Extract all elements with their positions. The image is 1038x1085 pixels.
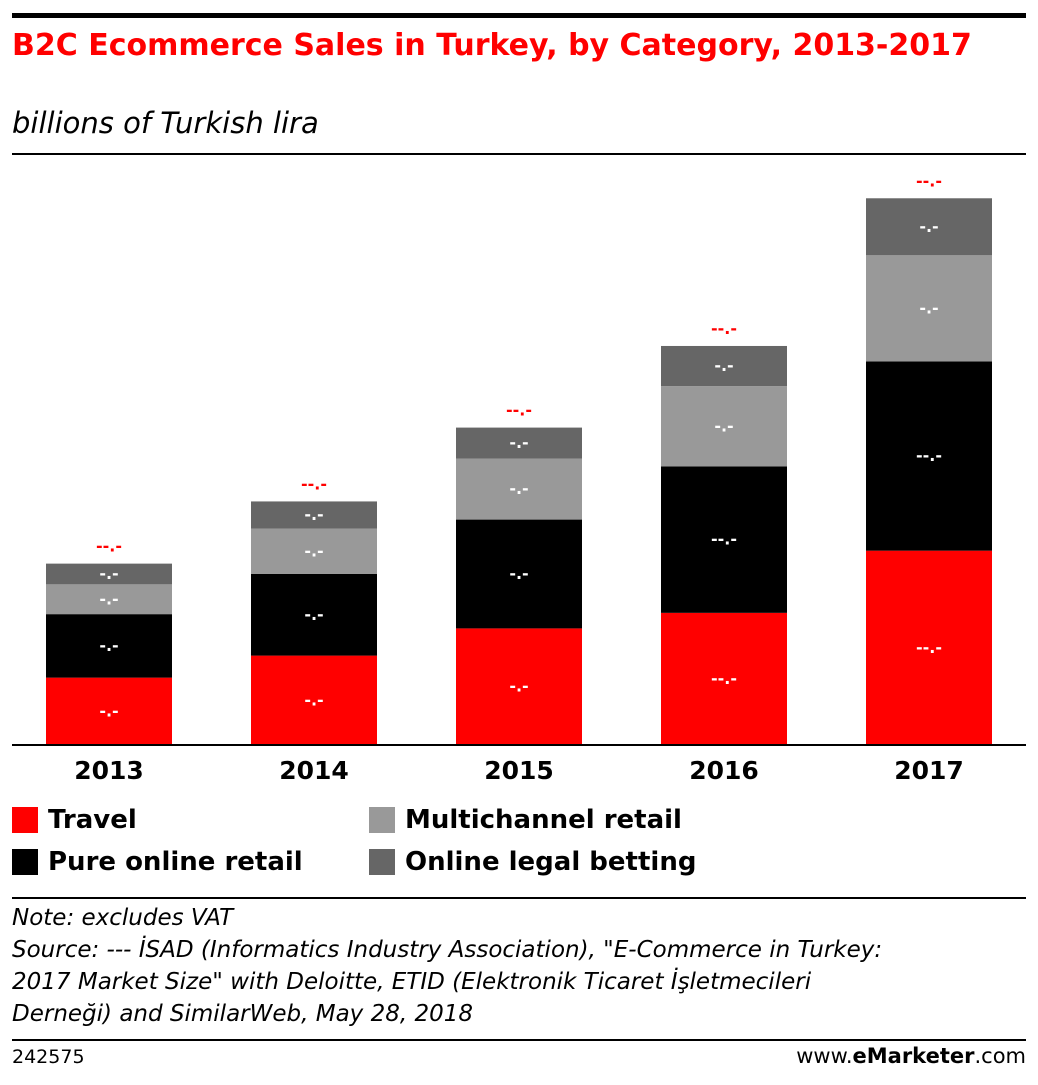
- note: Note: excludes VAT: [12, 905, 234, 931]
- data-label: -.-: [304, 541, 323, 560]
- data-label: -.-: [509, 479, 528, 498]
- legend-label: Pure online retail: [48, 847, 303, 877]
- bar-segment: [251, 573, 377, 656]
- x-tick-label: 2016: [689, 756, 759, 785]
- bar-segment: [866, 255, 992, 362]
- legend-swatch: [369, 849, 395, 875]
- data-label: -.-: [919, 217, 938, 236]
- legend-item-betting: Online legal betting: [369, 847, 696, 877]
- bar-segment: [46, 563, 172, 585]
- data-label: -.-: [304, 690, 323, 709]
- x-tick-label: 2017: [894, 756, 964, 785]
- legend-swatch: [12, 849, 38, 875]
- data-label: -.-: [509, 433, 528, 452]
- legend-item-pure-online: Pure online retail: [12, 847, 303, 877]
- footer-rule: [12, 1039, 1026, 1041]
- chart-id: 242575: [12, 1046, 85, 1068]
- bar-segment: [251, 501, 377, 529]
- bar-segment: [46, 584, 172, 615]
- data-label: -.-: [714, 416, 733, 435]
- data-label: -.-: [99, 564, 118, 583]
- bar-segment: [46, 614, 172, 678]
- bar-segment: [661, 345, 787, 387]
- legend-swatch: [12, 807, 38, 833]
- data-label: -.-: [99, 589, 118, 608]
- bar-segment: [456, 628, 582, 745]
- legend-item-multichannel: Multichannel retail: [369, 805, 682, 835]
- bar-segment: [456, 519, 582, 629]
- data-label: -.-: [304, 505, 323, 524]
- data-label: -.-: [509, 677, 528, 696]
- top-rule: [12, 13, 1026, 18]
- data-label: -.-: [919, 298, 938, 317]
- data-label: --.-: [916, 446, 942, 465]
- total-label: --.-: [506, 401, 532, 420]
- data-label: --.-: [711, 530, 737, 549]
- x-axis-baseline: [12, 744, 1026, 746]
- data-label: -.-: [304, 605, 323, 624]
- chart-title: B2C Ecommerce Sales in Turkey, by Catego…: [12, 28, 972, 63]
- legend-label: Travel: [48, 805, 137, 835]
- x-tick-label: 2015: [484, 756, 554, 785]
- bar-segment: [661, 612, 787, 745]
- total-label: --.-: [96, 537, 122, 556]
- legend-swatch: [369, 807, 395, 833]
- notes-rule: [12, 897, 1026, 899]
- bar-segment: [661, 466, 787, 613]
- x-tick-label: 2013: [74, 756, 144, 785]
- x-tick-label: 2014: [279, 756, 349, 785]
- bar-segment: [456, 427, 582, 459]
- bar-segment: [251, 528, 377, 574]
- emarketer-logo: www.eMarketer.com: [796, 1044, 1026, 1068]
- data-label: -.-: [99, 636, 118, 655]
- source-line: Derneği) and SimilarWeb, May 28, 2018: [12, 1001, 474, 1027]
- source-line: 2017 Market Size" with Deloitte, ETID (E…: [12, 969, 812, 995]
- source-line: Source: --- İSAD (Informatics Industry A…: [12, 937, 883, 963]
- bar-segment: [251, 655, 377, 745]
- chart-subtitle: billions of Turkish lira: [12, 106, 319, 140]
- total-label: --.-: [916, 171, 942, 190]
- bar-chart: -.- -.- -.- -.- --.- 2013 -.- -.- -.- -.- --.- 2014…: [12, 171, 1026, 785]
- data-label: --.-: [711, 669, 737, 688]
- data-label: -.-: [509, 564, 528, 583]
- bar-segment: [866, 361, 992, 551]
- data-label: --.-: [916, 638, 942, 657]
- bar-segment: [661, 386, 787, 467]
- legend-label: Multichannel retail: [405, 805, 682, 835]
- bar-segment: [46, 677, 172, 745]
- legend-label: Online legal betting: [405, 847, 697, 877]
- legend-item-travel: Travel: [12, 805, 137, 835]
- bar-segment: [456, 458, 582, 520]
- data-label: -.-: [714, 356, 733, 375]
- title-rule: [12, 153, 1026, 155]
- total-label: --.-: [301, 474, 327, 493]
- total-label: --.-: [711, 319, 737, 338]
- bar-segment: [866, 550, 992, 745]
- data-label: -.-: [99, 701, 118, 720]
- bar-segment: [866, 198, 992, 256]
